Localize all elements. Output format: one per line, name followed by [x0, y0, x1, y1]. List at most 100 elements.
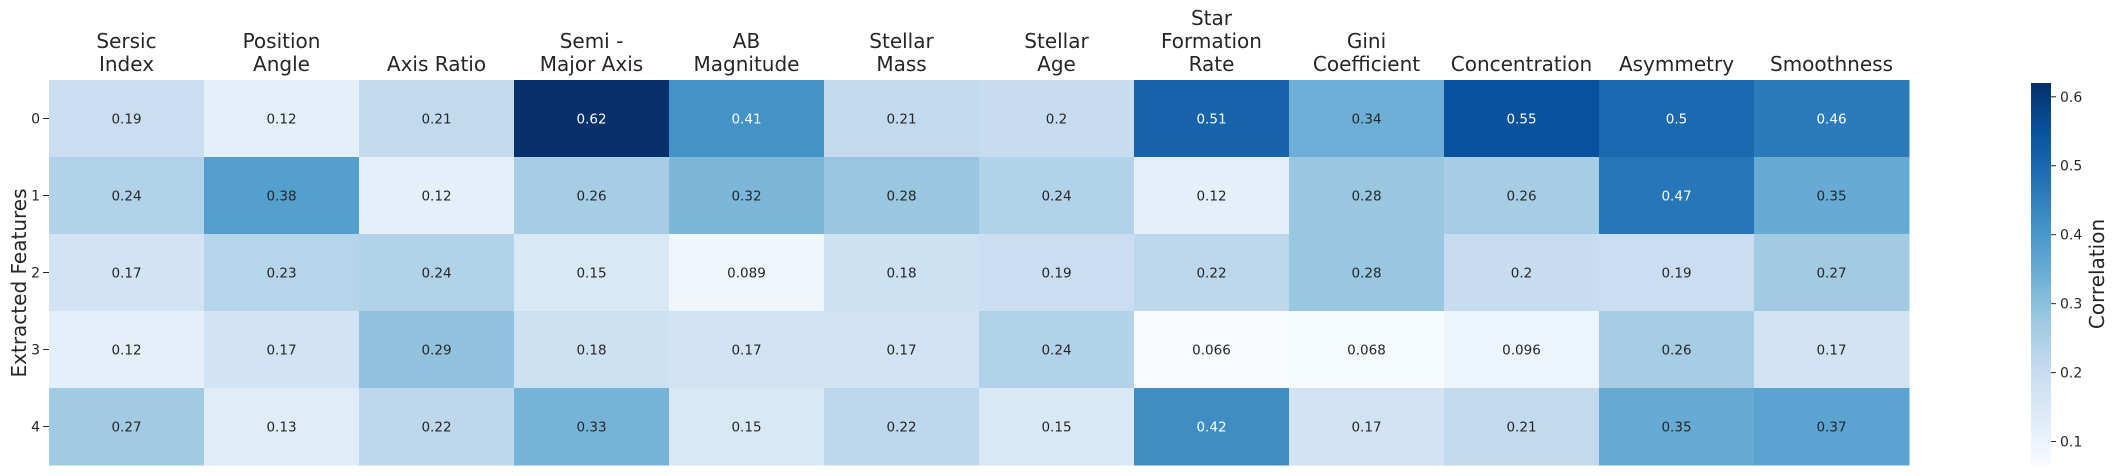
heatmap-cell	[1444, 80, 1600, 158]
cell-value-label: 0.068	[1347, 343, 1386, 359]
cell-value-label: 0.18	[576, 343, 606, 359]
cell-value-label: 0.42	[1196, 420, 1226, 436]
cell-value-label: 0.12	[1196, 189, 1226, 205]
heatmap-cell	[359, 234, 515, 312]
cell-value-label: 0.19	[1041, 266, 1071, 282]
heatmap-cell	[669, 80, 825, 158]
heatmap-cell	[1754, 388, 1910, 466]
cell-value-label: 0.62	[576, 112, 606, 128]
cell-value-label: 0.17	[1351, 420, 1381, 436]
cell-value-label: 0.55	[1506, 112, 1536, 128]
cell-value-label: 0.15	[576, 266, 606, 282]
cell-value-label: 0.21	[886, 112, 916, 128]
heatmap-cell	[359, 311, 515, 389]
heatmap-cell	[979, 234, 1135, 312]
cell-value-label: 0.46	[1816, 112, 1846, 128]
cell-value-label: 0.22	[886, 420, 916, 436]
heatmap-cell	[1599, 80, 1755, 158]
heatmap-cell	[204, 311, 360, 389]
heatmap-cell	[824, 234, 980, 312]
cell-value-label: 0.23	[266, 266, 296, 282]
column-label: Age	[1037, 52, 1076, 76]
cell-value-label: 0.22	[421, 420, 451, 436]
heatmap-cell	[514, 80, 670, 158]
cell-value-label: 0.24	[421, 266, 451, 282]
column-label: Stellar	[1024, 29, 1089, 53]
heatmap-cell	[1289, 157, 1445, 235]
cell-value-label: 0.26	[1661, 343, 1691, 359]
cell-value-label: 0.21	[1506, 420, 1536, 436]
heatmap-cell	[1444, 311, 1600, 389]
cell-value-label: 0.12	[266, 112, 296, 128]
cell-value-label: 0.17	[886, 343, 916, 359]
heatmap-cell	[824, 311, 980, 389]
cell-value-label: 0.47	[1661, 189, 1691, 205]
heatmap-cells: 0.19 0.12 0.21 0.62 0.41 0.21 0.2 0.51 0.34 0.55 0…	[49, 80, 1910, 466]
heatmap-cell	[204, 80, 360, 158]
heatmap-cell	[979, 388, 1135, 466]
cell-value-label: 0.5	[1666, 112, 1687, 128]
row-tick-label: 0	[31, 112, 40, 128]
colorbar-tick-label: 0.1	[2060, 435, 2082, 451]
cell-value-label: 0.18	[886, 266, 916, 282]
heatmap-cell	[514, 157, 670, 235]
cell-value-label: 0.51	[1196, 112, 1226, 128]
heatmap-cell	[204, 234, 360, 312]
heatmap-cell	[1754, 157, 1910, 235]
row-tick-labels: 0 1 2 3 4	[31, 112, 49, 436]
cell-value-label: 0.26	[1506, 189, 1536, 205]
cell-value-label: 0.12	[421, 189, 451, 205]
cell-value-label: 0.13	[266, 420, 296, 436]
cell-value-label: 0.15	[731, 420, 761, 436]
column-label: Smoothness	[1770, 52, 1893, 76]
cell-value-label: 0.066	[1192, 343, 1231, 359]
heatmap-cell	[669, 234, 825, 312]
colorbar-label: Correlation	[2085, 219, 2109, 329]
column-label: Gini	[1347, 29, 1386, 53]
row-tick-label: 3	[31, 343, 40, 359]
heatmap-cell	[1134, 388, 1290, 466]
cell-value-label: 0.33	[576, 420, 606, 436]
cell-value-label: 0.12	[111, 343, 141, 359]
heatmap-cell	[1754, 234, 1910, 312]
cell-value-label: 0.21	[421, 112, 451, 128]
cell-value-label: 0.17	[111, 266, 141, 282]
cell-value-label: 0.28	[886, 189, 916, 205]
cell-value-label: 0.29	[421, 343, 451, 359]
column-label: Magnitude	[694, 52, 800, 76]
column-label: Rate	[1189, 52, 1235, 76]
heatmap-cell	[49, 311, 205, 389]
column-label: AB	[733, 29, 760, 53]
cell-value-label: 0.15	[1041, 420, 1071, 436]
heatmap-cell	[514, 234, 670, 312]
y-axis-label: Extracted Features	[7, 189, 31, 378]
heatmap-cell	[1599, 157, 1755, 235]
heatmap-cell	[979, 311, 1135, 389]
colorbar-tick-label: 0.3	[2060, 297, 2082, 313]
cell-value-label: 0.28	[1351, 189, 1381, 205]
cell-value-label: 0.35	[1661, 420, 1691, 436]
heatmap-cell	[1599, 388, 1755, 466]
cell-value-label: 0.19	[1661, 266, 1691, 282]
heatmap-cell	[1289, 80, 1445, 158]
cell-value-label: 0.24	[1041, 189, 1071, 205]
heatmap-cell	[514, 311, 670, 389]
heatmap-cell	[49, 80, 205, 158]
heatmap-cell	[669, 311, 825, 389]
heatmap-cell	[49, 234, 205, 312]
heatmap-cell	[979, 157, 1135, 235]
heatmap-cell	[1134, 157, 1290, 235]
column-label: Stellar	[869, 29, 934, 53]
cell-value-label: 0.38	[266, 189, 296, 205]
cell-value-label: 0.41	[731, 112, 761, 128]
heatmap-cell	[1444, 234, 1600, 312]
colorbar-tick-label: 0.5	[2060, 159, 2082, 175]
column-label: Semi -	[560, 29, 624, 53]
heatmap-cell	[1134, 311, 1290, 389]
heatmap-cell	[669, 388, 825, 466]
column-label: Angle	[253, 52, 310, 76]
heatmap-cell	[359, 157, 515, 235]
row-tick-label: 2	[31, 266, 40, 282]
